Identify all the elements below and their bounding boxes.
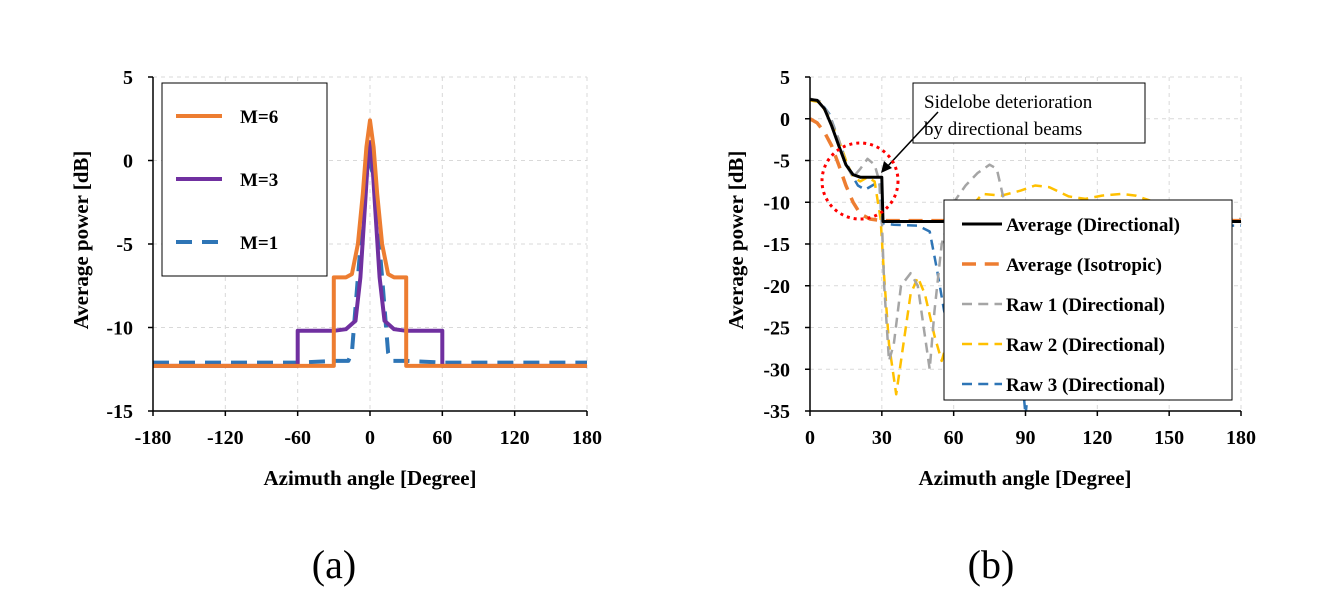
deterioration-circle <box>820 141 900 221</box>
y-tick-label: -25 <box>763 318 790 340</box>
y-tick-label: -5 <box>773 151 790 173</box>
x-tick-label: 180 <box>1226 427 1256 449</box>
legend-label-b-2: Raw 1 (Directional) <box>1006 295 1165 316</box>
y-tick-label: -5 <box>116 234 133 256</box>
panel-a-caption: (a) <box>312 542 356 587</box>
panel-b-caption: (b) <box>968 542 1015 587</box>
legend-label-a-0: M=6 <box>240 107 278 128</box>
panel-b-y-axis-label: Average power [dB] <box>724 151 748 330</box>
annotation-arrowhead <box>881 161 892 173</box>
panel-a-x-axis-label: Azimuth angle [Degree] <box>263 466 476 490</box>
series-line-b-0 <box>810 98 1241 223</box>
y-tick-label: 5 <box>780 67 790 89</box>
y-tick-label: -35 <box>763 401 790 423</box>
x-tick-label: 90 <box>1016 427 1036 449</box>
y-tick-label: -10 <box>763 192 790 214</box>
legend-label-b-1: Average (Isotropic) <box>1006 255 1162 276</box>
y-tick-label: -15 <box>106 401 133 423</box>
x-tick-label: 0 <box>365 427 375 449</box>
y-tick-label: 0 <box>123 151 133 173</box>
series-line-a-0 <box>153 118 587 368</box>
x-tick-label: -120 <box>207 427 244 449</box>
x-tick-label: 0 <box>805 427 815 449</box>
x-tick-label: 60 <box>944 427 964 449</box>
y-tick-label: -10 <box>106 318 133 340</box>
legend-label-a-1: M=3 <box>240 170 278 191</box>
panel-b-chart: 0 30 60 90 120 150 180 5 0 -5 -10 -15 -20 -25 -30 -35 A… <box>724 67 1256 587</box>
x-tick-label: 150 <box>1154 427 1184 449</box>
x-tick-label: -180 <box>135 427 172 449</box>
series-line-a-2 <box>153 160 587 365</box>
sidelobe-annotation: Sidelobe deterioration by directional be… <box>820 82 1146 221</box>
x-tick-label: 120 <box>1082 427 1112 449</box>
legend-label-a-2: M=1 <box>240 233 278 254</box>
annotation-arrow <box>885 111 939 169</box>
legend-label-b-4: Raw 3 (Directional) <box>1006 375 1165 396</box>
y-tick-label: -20 <box>763 276 790 298</box>
x-tick-label: 30 <box>872 427 892 449</box>
panel-a-chart: -180 -120 -60 0 60 120 180 5 0 -5 -10 -15 Azimuth a… <box>69 67 602 587</box>
y-tick-label: -15 <box>763 234 790 256</box>
panel-a-legend: M=6 M=3 M=1 <box>161 82 328 277</box>
x-tick-label: 120 <box>500 427 530 449</box>
panel-b-legend: Average (Directional) Average (Isotropic)… <box>943 199 1233 401</box>
legend-label-b-3: Raw 2 (Directional) <box>1006 335 1165 356</box>
panel-a-y-axis-label: Average power [dB] <box>69 151 93 330</box>
y-tick-label: -30 <box>763 359 790 381</box>
series-line-b-1 <box>810 117 1241 223</box>
y-tick-label: 5 <box>123 67 133 89</box>
y-tick-label: 0 <box>780 109 790 131</box>
legend-label-b-0: Average (Directional) <box>1006 215 1180 236</box>
series-line-b-3 <box>810 99 1241 396</box>
x-tick-label: 60 <box>432 427 452 449</box>
x-tick-label: 180 <box>572 427 602 449</box>
panel-b-x-axis-label: Azimuth angle [Degree] <box>918 466 1131 490</box>
annotation-line-1: Sidelobe deterioration <box>924 92 1093 113</box>
x-tick-label: -60 <box>284 427 311 449</box>
annotation-line-2: by directional beams <box>924 119 1082 140</box>
